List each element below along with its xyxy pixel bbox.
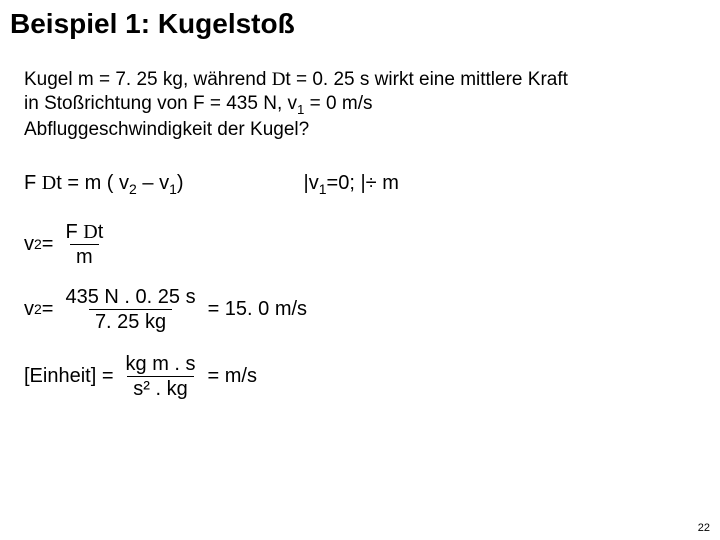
eq4-lhs: [Einheit] = — [24, 365, 114, 388]
delta-2: D — [42, 172, 56, 194]
equation-3: v2 = 435 N . 0. 25 s 7. 25 kg = 15. 0 m/… — [0, 286, 720, 333]
eq2-lhs: v — [24, 233, 34, 256]
eq1-lhs-c: – v — [137, 172, 169, 194]
delta-3: D — [83, 221, 97, 243]
eq2-num-a: F — [65, 221, 83, 243]
problem-line3: Abfluggeschwindigkeit der Kugel? — [24, 119, 309, 140]
eq2-den: m — [70, 244, 99, 268]
problem-statement: Kugel m = 7. 25 kg, während Dt = 0. 25 s… — [0, 50, 720, 142]
sub-v2-c: 2 — [34, 301, 42, 317]
eq1-lhs-b: t = m ( v — [56, 172, 129, 194]
eq4-rhs: = m/s — [208, 365, 257, 388]
eq2-fraction: F Dt m — [59, 221, 109, 268]
eq3-rhs: = 15. 0 m/s — [208, 298, 308, 321]
eq4-num: kg m . s — [120, 353, 202, 376]
sub-v2-b: 2 — [34, 236, 42, 252]
equation-2: v2 = F Dt m — [0, 221, 720, 268]
eq1-lhs-a: F — [24, 172, 42, 194]
problem-line2b: = 0 m/s — [304, 93, 372, 114]
slide-title: Beispiel 1: Kugelstoß — [0, 0, 720, 50]
eq1-cond-b: =0; |÷ m — [327, 172, 399, 194]
problem-line2a: in Stoßrichtung von F = 435 N, v — [24, 93, 297, 114]
eq2-eq: = — [42, 233, 54, 256]
sub-v1-b: 1 — [319, 181, 327, 197]
eq2-num-b: t — [98, 221, 104, 243]
page-number: 22 — [698, 522, 710, 534]
eq1-cond-a: |v — [304, 172, 319, 194]
eq1-lhs-d: ) — [177, 172, 184, 194]
equation-4: [Einheit] = kg m . s s² . kg = m/s — [0, 353, 720, 400]
eq3-lhs: v — [24, 298, 34, 321]
equation-1: F Dt = m ( v2 – v1) |v1=0; |÷ m — [0, 172, 720, 197]
eq4-fraction: kg m . s s² . kg — [120, 353, 202, 400]
eq3-fraction: 435 N . 0. 25 s 7. 25 kg — [59, 286, 201, 333]
problem-line1b: t = 0. 25 s wirkt eine mittlere Kraft — [285, 69, 567, 90]
problem-line1a: Kugel m = 7. 25 kg, während — [24, 69, 272, 90]
sub-v2-a: 2 — [129, 181, 137, 197]
eq3-num: 435 N . 0. 25 s — [59, 286, 201, 309]
eq4-den: s² . kg — [127, 376, 193, 400]
delta-1: D — [272, 69, 286, 90]
eq3-den: 7. 25 kg — [89, 309, 172, 333]
sub-v1-a: 1 — [169, 181, 177, 197]
eq3-eq: = — [42, 298, 54, 321]
